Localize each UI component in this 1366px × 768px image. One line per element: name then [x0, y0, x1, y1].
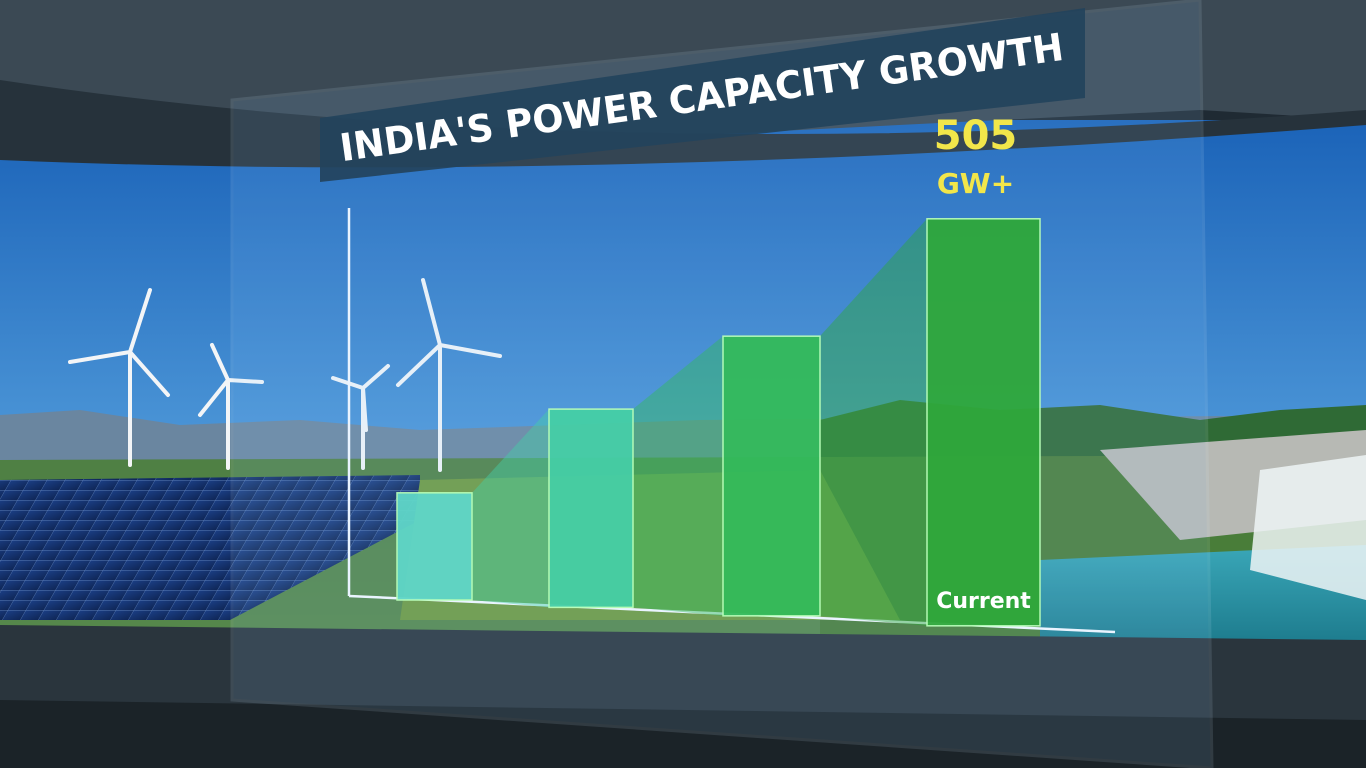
value-label-part: 505 — [934, 113, 1018, 159]
value-label-part: GW+ — [937, 167, 1014, 200]
category-label: Current — [936, 589, 1031, 614]
bars: Current 505 GW+ — [396, 113, 1041, 627]
bar — [396, 492, 473, 601]
bar — [722, 335, 821, 617]
bar — [548, 408, 634, 609]
connector — [633, 336, 723, 616]
value-label: 505 GW+ — [934, 113, 1018, 200]
bar — [926, 218, 1041, 627]
title-banner — [320, 8, 1085, 182]
connector — [820, 218, 927, 626]
connector — [472, 409, 549, 608]
